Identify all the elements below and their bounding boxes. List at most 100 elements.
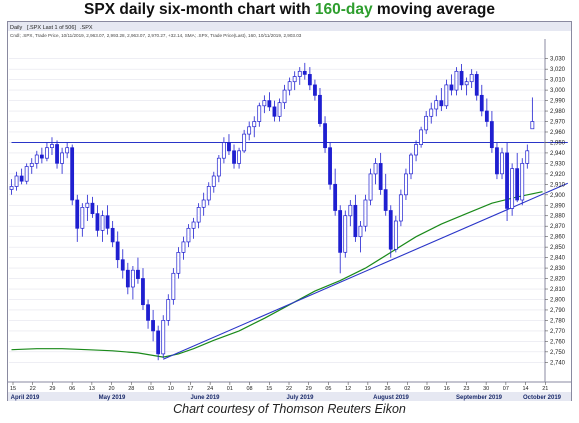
header-legend: Cndl; .SPX, Trade Price, 10/11/2019, 2,9… <box>10 33 302 38</box>
candle-body <box>525 150 530 164</box>
x-day-label: 21 <box>542 386 548 392</box>
x-day-label: 28 <box>128 386 134 392</box>
candle-body <box>287 81 292 91</box>
candle-body <box>136 269 140 279</box>
line-layer <box>11 141 569 360</box>
y-tick-label: 2,950 <box>550 140 566 146</box>
candle <box>434 95 439 117</box>
x-day-label: 19 <box>365 386 371 392</box>
candle <box>409 152 413 180</box>
header-ticker: .SPX <box>80 25 93 31</box>
candle-body <box>409 154 413 175</box>
y-tick-label: 2,880 <box>550 214 566 220</box>
candle-body <box>130 269 135 288</box>
candle <box>100 210 105 242</box>
candle <box>505 142 509 221</box>
y-tick-label: 2,920 <box>550 172 566 178</box>
candle-body <box>267 100 272 108</box>
candle-body <box>277 102 282 117</box>
candle-body <box>29 163 34 167</box>
candle <box>378 152 383 195</box>
candle-body <box>363 199 368 227</box>
candle <box>404 168 408 201</box>
candle-body <box>500 152 504 175</box>
x-month-label: June 2019 <box>190 395 220 401</box>
candle <box>318 88 322 127</box>
candle-body <box>45 147 49 159</box>
candle <box>130 265 135 300</box>
candle <box>333 168 338 216</box>
candle-body <box>489 121 494 149</box>
y-tick-label: 3,000 <box>550 88 566 94</box>
candle-body <box>161 320 166 355</box>
candle <box>186 224 191 248</box>
x-day-label: 06 <box>69 386 75 392</box>
candle-body <box>383 189 388 211</box>
candle <box>328 142 332 190</box>
candle <box>313 79 317 101</box>
candle <box>191 217 196 239</box>
candle <box>125 262 130 295</box>
candle <box>252 116 257 138</box>
candle <box>85 194 90 221</box>
series-line-1 <box>162 182 569 360</box>
y-tick-label: 2,940 <box>550 151 566 157</box>
header-tab[interactable]: Daily <box>10 25 22 31</box>
x-day-label: 29 <box>49 386 55 392</box>
candle-body <box>505 152 509 209</box>
candle <box>242 129 247 153</box>
candle <box>449 74 454 96</box>
candle <box>363 194 368 232</box>
candle <box>75 194 80 242</box>
candle-body <box>297 70 302 77</box>
y-tick-label: 3,020 <box>550 67 566 73</box>
candle-body <box>216 157 221 177</box>
candle-body <box>510 168 515 209</box>
candle <box>520 158 525 206</box>
candle-body <box>272 106 277 117</box>
month-band <box>8 392 571 401</box>
candle <box>166 294 171 326</box>
candle <box>439 88 444 112</box>
candle-body <box>495 147 499 175</box>
x-day-label: 17 <box>187 386 193 392</box>
x-day-label: 10 <box>168 386 174 392</box>
candle-body <box>110 227 115 243</box>
candle-body <box>19 175 24 182</box>
candle-body <box>196 207 201 223</box>
candle-body <box>292 76 297 83</box>
candle-body <box>302 70 307 75</box>
candle-body <box>353 204 358 238</box>
candle <box>211 171 216 193</box>
candle-body <box>191 221 196 229</box>
candle <box>181 236 186 260</box>
candle <box>459 63 464 91</box>
header-bar <box>8 22 571 31</box>
candle-body <box>201 199 206 208</box>
candle <box>201 192 206 216</box>
candle-body <box>515 168 520 201</box>
candle-body <box>156 330 161 355</box>
candle <box>29 158 34 174</box>
candle <box>444 79 449 109</box>
candle-body <box>479 94 484 112</box>
candle-body <box>343 215 348 253</box>
candle-body <box>439 100 444 107</box>
candle <box>353 194 358 242</box>
candle <box>515 152 520 203</box>
candle-body <box>323 123 327 149</box>
candle-body <box>257 105 262 122</box>
candle-body <box>206 186 211 201</box>
x-day-label: 03 <box>148 386 154 392</box>
candle-body <box>146 304 150 321</box>
candle-body <box>50 144 54 148</box>
candle <box>419 126 423 148</box>
x-day-label: 16 <box>444 386 450 392</box>
candle-body <box>378 163 383 190</box>
x-day-label: 02 <box>404 386 410 392</box>
candle <box>24 163 29 185</box>
x-day-label: 08 <box>247 386 253 392</box>
candle <box>307 67 312 91</box>
x-day-label: 23 <box>463 386 469 392</box>
candle <box>14 171 19 191</box>
